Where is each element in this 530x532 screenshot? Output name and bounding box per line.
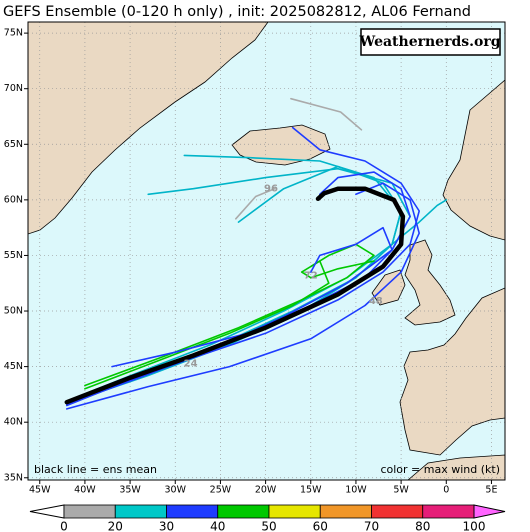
colorbar-label: 60 (313, 520, 328, 532)
scandinavia (442, 79, 505, 241)
lat-label: 55N (4, 250, 23, 261)
colorbar: 0 20 30 40 50 60 70 80 100 (29, 504, 506, 532)
time-label: 48 (369, 296, 383, 307)
colorbar-segment (268, 504, 321, 519)
colorbar-segment (114, 504, 167, 519)
storm-track (111, 226, 393, 368)
lon-label: 40W (74, 485, 96, 496)
title: GEFS Ensemble (0-120 h only) , init: 202… (3, 4, 471, 20)
lat-label: 35N (4, 472, 23, 483)
colorbar-segment (63, 504, 116, 519)
lat-label: 50N (4, 306, 23, 317)
note-left: black line = ens mean (34, 463, 157, 476)
colorbar-segment (319, 504, 372, 519)
colorbar-segment (217, 504, 270, 519)
storm-track (84, 243, 375, 387)
colorbar-segment (422, 504, 475, 519)
colorbar-over (473, 504, 506, 519)
lon-label: 25W (210, 485, 232, 496)
greenland (28, 22, 269, 235)
land (28, 22, 505, 480)
logo-box (360, 28, 501, 56)
lon-label: 10W (345, 485, 367, 496)
iceland (231, 124, 331, 166)
storm-track (66, 182, 421, 410)
map-frame (27, 21, 506, 481)
lat-label: 70N (4, 83, 23, 94)
lat-label: 60N (4, 194, 23, 205)
lon-label: 5E (485, 485, 497, 496)
colorbar-label: 20 (108, 520, 123, 532)
storm-track (290, 97, 363, 131)
colorbar-label: 50 (261, 520, 276, 532)
great-britain (404, 239, 456, 326)
lon-label: 30W (165, 485, 187, 496)
colorbar-label: 40 (210, 520, 225, 532)
lat-label: 75N (4, 28, 23, 39)
colorbar-segment (166, 504, 219, 519)
lat-label: 45N (4, 361, 23, 372)
time-label: 24 (184, 358, 198, 369)
storm-track (235, 187, 276, 220)
colorbar-label: 70 (364, 520, 379, 532)
colorbar-label: 100 (463, 520, 486, 532)
lon-label: 45W (29, 485, 51, 496)
storm-track (64, 186, 406, 405)
colorbar-label: 30 (159, 520, 174, 532)
lon-label: 5W (393, 485, 409, 496)
colorbar-label: 0 (60, 520, 68, 532)
ireland (371, 269, 406, 306)
colorbar-under (29, 504, 65, 519)
lat-label: 65N (4, 139, 23, 150)
grid: 75N 70N 65N 60N 55N 50N 45N 40N 35N 45W 40W 35W 30W 2… (4, 22, 505, 496)
colorbar-segment (371, 504, 424, 519)
lon-label: 15W (300, 485, 322, 496)
logo: Weathernerds.org (359, 34, 501, 50)
lon-label: 35W (119, 485, 141, 496)
note-right: color = max wind (kt) (380, 463, 500, 476)
time-label: 72 (304, 270, 318, 281)
time-label: 96 (264, 184, 278, 195)
lon-label: 0 (443, 485, 449, 496)
lon-label: 20W (255, 485, 277, 496)
colorbar-label: 80 (415, 520, 430, 532)
tracks: 96 72 48 24 (64, 97, 448, 410)
lat-label: 40N (4, 417, 23, 428)
africa (407, 454, 505, 480)
europe (399, 287, 505, 456)
